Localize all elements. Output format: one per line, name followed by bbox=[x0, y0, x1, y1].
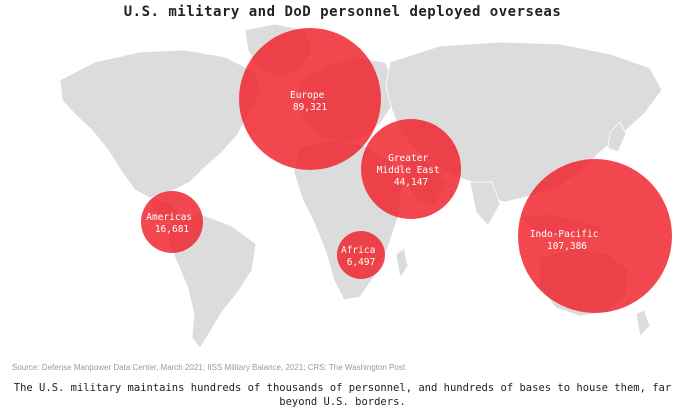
bubble-indo-pacific bbox=[518, 159, 672, 313]
madagascar-landmass bbox=[395, 247, 409, 280]
bubble-layer bbox=[141, 28, 672, 313]
map-title: U.S. military and DoD personnel deployed… bbox=[123, 4, 562, 20]
japan-landmass bbox=[607, 121, 627, 153]
label-americas: Americas 16,681 bbox=[146, 212, 198, 235]
new-zealand-landmass bbox=[635, 309, 651, 337]
bubble-americas bbox=[141, 191, 203, 253]
label-greater-middle-east: Greater Middle East 44,147 bbox=[377, 153, 446, 188]
south-america-landmass bbox=[167, 213, 257, 349]
caption-text: The U.S. military maintains hundreds of … bbox=[13, 382, 672, 408]
bubble-europe bbox=[239, 28, 381, 170]
bubble-labels: Europe 89,321 Greater Middle East 44,147… bbox=[146, 90, 604, 268]
map-svg: Europe 89,321 Greater Middle East 44,147… bbox=[59, 23, 672, 349]
bubble-africa bbox=[337, 231, 385, 279]
label-indo-pacific: Indo-Pacific 107,386 bbox=[530, 229, 604, 252]
world-map: Europe 89,321 Greater Middle East 44,147… bbox=[0, 22, 685, 357]
bubble-greater-middle-east bbox=[361, 119, 461, 219]
source-note: Source: Defense Manpower Data Center, Ma… bbox=[12, 363, 406, 372]
label-europe: Europe 89,321 bbox=[290, 90, 330, 113]
north-america-landmass bbox=[59, 49, 263, 199]
label-africa: Africa 6,497 bbox=[341, 245, 381, 268]
